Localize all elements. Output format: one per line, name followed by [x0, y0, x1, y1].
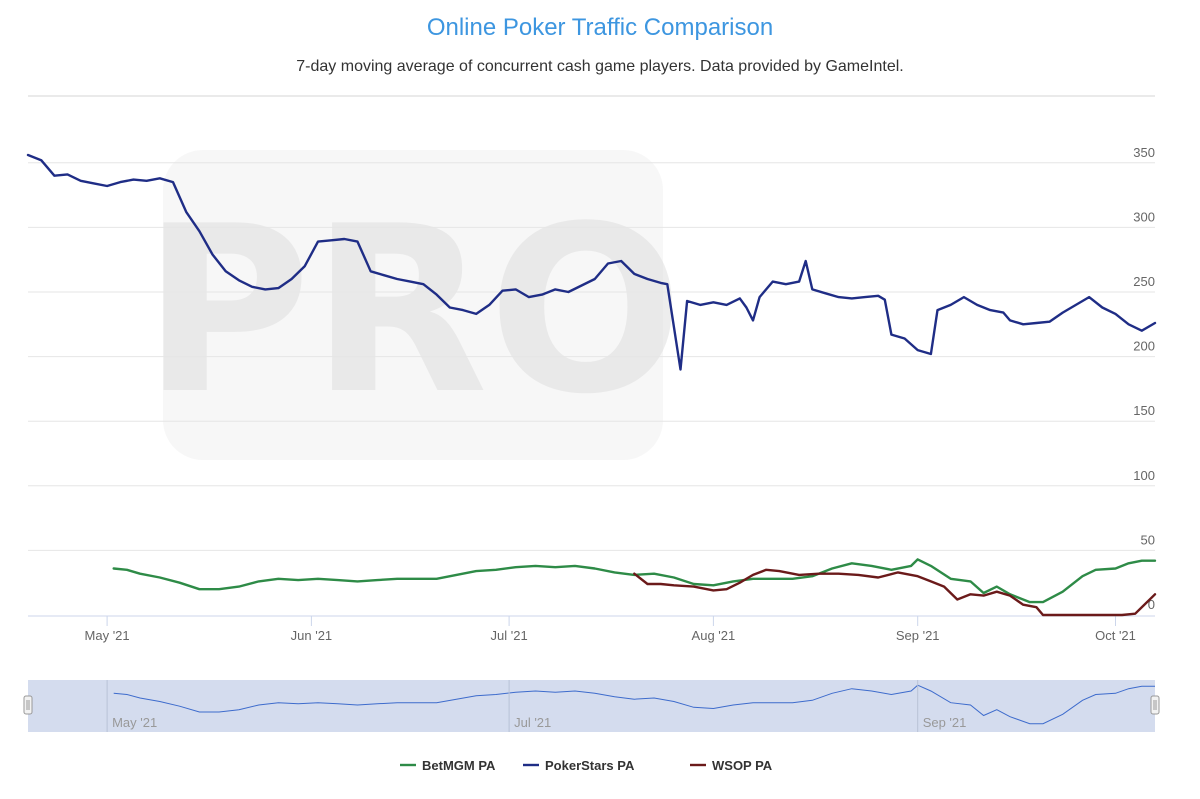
- x-tick-label: Jul '21: [491, 628, 528, 643]
- y-tick-label: 350: [1133, 145, 1155, 160]
- y-tick-label: 100: [1133, 468, 1155, 483]
- legend-item-wsop-pa[interactable]: WSOP PA: [690, 758, 773, 773]
- legend-label: PokerStars PA: [545, 758, 635, 773]
- legend-label: WSOP PA: [712, 758, 773, 773]
- legend-item-pokerstars-pa[interactable]: PokerStars PA: [523, 758, 635, 773]
- navigator-tick-label: Jul '21: [514, 715, 551, 730]
- y-tick-label: 50: [1141, 532, 1155, 547]
- x-tick-label: Jun '21: [291, 628, 333, 643]
- x-tick-label: Aug '21: [692, 628, 736, 643]
- legend: BetMGM PA PokerStars PA WSOP PA: [400, 758, 773, 773]
- x-tick-label: Sep '21: [896, 628, 940, 643]
- navigator-tick-label: May '21: [112, 715, 157, 730]
- plot-series: [26, 153, 1157, 617]
- legend-item-betmgm-pa[interactable]: BetMGM PA: [400, 758, 496, 773]
- navigator[interactable]: May '21 Jul '21 Sep '21: [23, 680, 1160, 732]
- chart-subtitle: 7-day moving average of concurrent cash …: [296, 58, 904, 75]
- y-tick-label: 250: [1133, 274, 1155, 289]
- navigator-series: [113, 684, 1155, 725]
- y-tick-label: 0: [1148, 597, 1155, 612]
- watermark: PRO: [142, 150, 684, 460]
- series-line-pokerstars-pa: [26, 153, 1157, 371]
- series-line-betmgm-pa: [112, 558, 1157, 604]
- x-axis: May '21 Jun '21 Jul '21 Aug '21 Sep '21 Oct '…: [28, 615, 1155, 643]
- grid-lines: [28, 162, 1155, 551]
- y-axis-labels: 0 50 100 150 200 250 300 350: [1133, 145, 1155, 612]
- x-tick-label: May '21: [85, 628, 130, 643]
- navigator-handle-right[interactable]: [1150, 695, 1160, 715]
- x-tick-label: Oct '21: [1095, 628, 1136, 643]
- legend-label: BetMGM PA: [422, 758, 496, 773]
- series-line-wsop-pa: [633, 568, 1157, 617]
- navigator-handle-left[interactable]: [23, 695, 33, 715]
- chart-title: Online Poker Traffic Comparison: [426, 14, 774, 41]
- y-tick-label: 200: [1133, 339, 1155, 354]
- watermark-text: PRO: [142, 178, 683, 445]
- y-tick-label: 150: [1133, 403, 1155, 418]
- y-tick-label: 300: [1133, 209, 1155, 224]
- navigator-selection[interactable]: [28, 680, 1155, 732]
- navigator-tick-label: Sep '21: [923, 715, 967, 730]
